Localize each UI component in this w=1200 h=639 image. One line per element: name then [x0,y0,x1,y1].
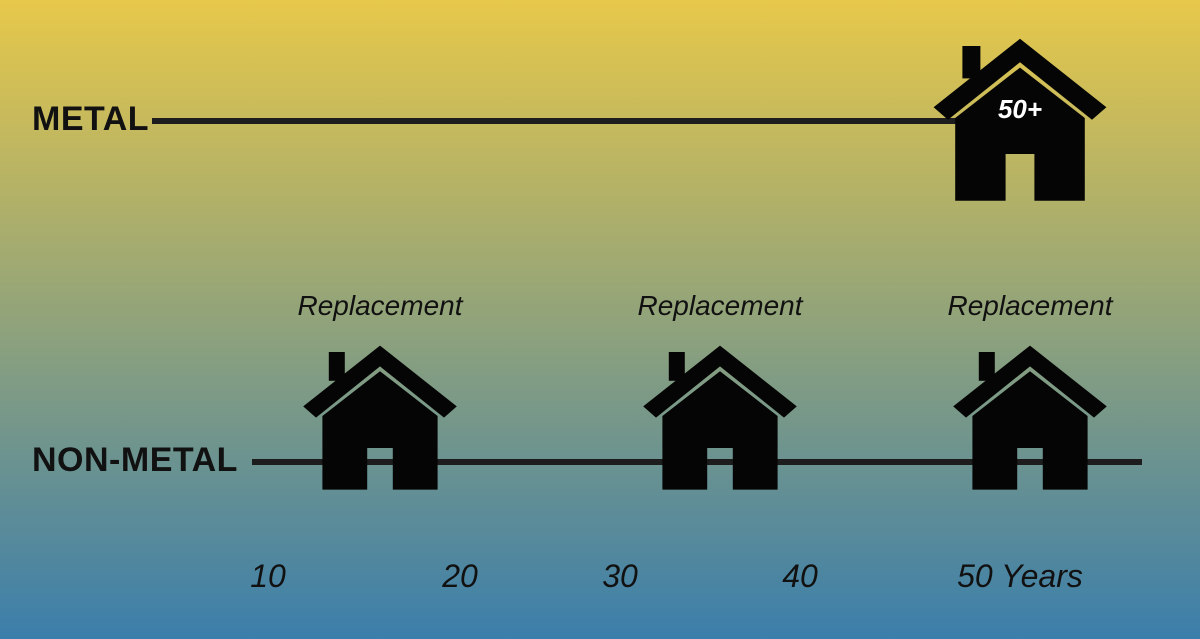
replacement-label: Replacement [638,290,803,322]
house-icon-metal: 50+ [930,28,1110,208]
house-icon-replacement [300,336,460,496]
row-label-metal: METAL [32,100,149,139]
house-icon-replacement [640,336,800,496]
axis-tick: 40 [782,558,818,595]
replacement-label: Replacement [298,290,463,322]
house-icon-replacement [950,336,1110,496]
axis-tick: 50 Years [957,558,1083,595]
timeline-metal [152,118,1022,124]
infographic-canvas: METAL 50+ NON-METAL Replacement Replacem… [0,0,1200,639]
axis-tick: 20 [442,558,478,595]
replacement-label: Replacement [948,290,1113,322]
row-label-nonmetal: NON-METAL [32,441,238,480]
axis-tick: 30 [602,558,638,595]
axis-tick: 10 [250,558,286,595]
